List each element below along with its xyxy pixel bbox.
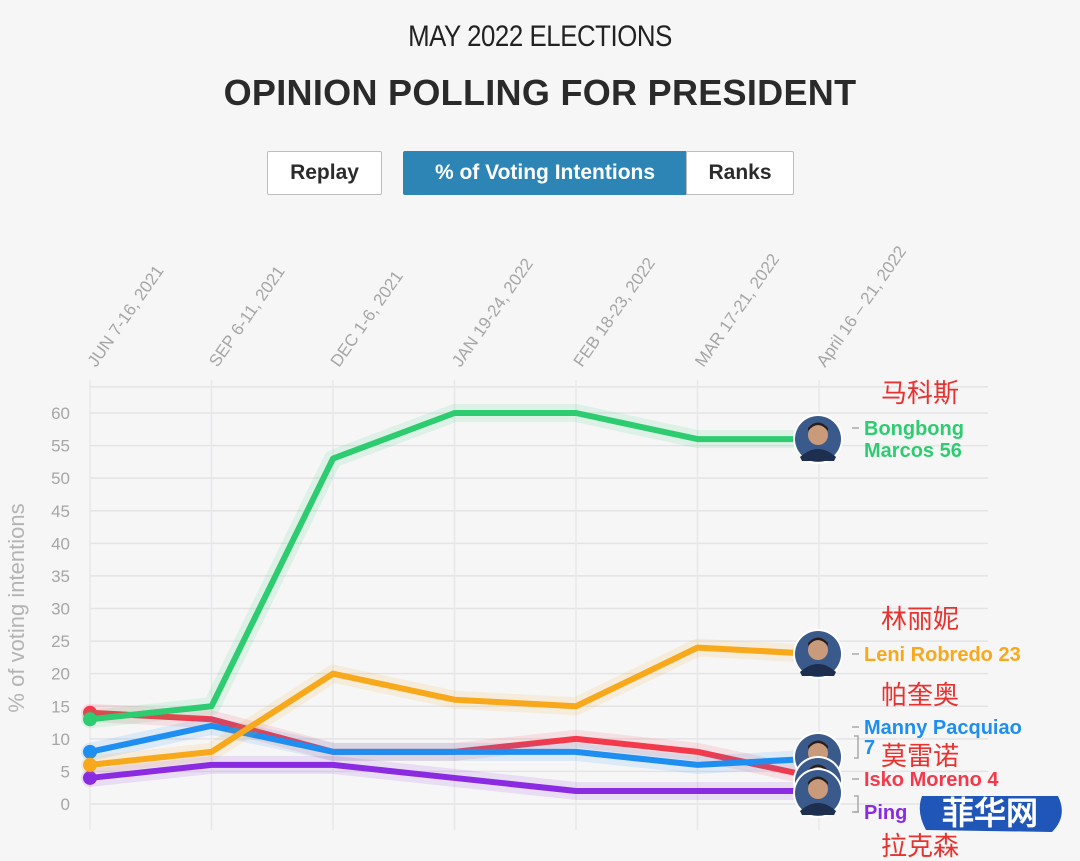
series-start-point	[83, 757, 97, 772]
y-tick-label: 55	[51, 437, 70, 456]
watermark-text: 菲华网	[942, 794, 1038, 832]
series-start-point	[83, 744, 97, 759]
candidate-cn-name: 莫雷诺	[881, 741, 959, 771]
label-bracket	[854, 795, 859, 813]
series-start-point	[83, 712, 97, 727]
y-tick-label: 20	[51, 665, 70, 684]
candidate-label: Isko Moreno 4	[864, 769, 999, 791]
series-line	[87, 644, 822, 768]
y-tick-label: 35	[51, 567, 70, 586]
candidate-label: 7	[864, 737, 875, 759]
watermark-logo: 菲华网	[919, 794, 1062, 832]
candidate-label: Bongbong	[864, 418, 964, 440]
series-lines	[81, 404, 828, 800]
y-tick-label: 0	[61, 795, 70, 814]
candidate-cn-name: 林丽妮	[881, 604, 959, 634]
y-tick-label: 40	[51, 534, 70, 553]
candidate-label: Marcos 56	[864, 440, 962, 462]
y-axis: 0 5 10 15 20 25 30 35 40 45 50 55 60	[51, 404, 70, 814]
series-line	[87, 761, 822, 794]
x-tick-label: DEC 1-6, 2021	[327, 267, 407, 370]
chart-title: OPINION POLLING FOR PRESIDENT	[223, 72, 857, 113]
series-line	[87, 722, 822, 768]
candidate-avatar	[793, 414, 843, 464]
voting-intentions-tab[interactable]: % of Voting Intentions	[403, 151, 687, 195]
candidate-label: Leni Robredo 23	[864, 644, 1021, 666]
x-tick-label: FEB 18-23, 2022	[570, 254, 659, 370]
candidate-cn-name: 帕奎奥	[881, 680, 959, 710]
x-tick-label: SEP 6-11, 2021	[205, 262, 289, 370]
replay-button[interactable]: Replay	[267, 151, 382, 195]
y-tick-label: 10	[51, 730, 70, 749]
series-line	[87, 410, 822, 723]
x-tick-label: JAN 19-24, 2022	[448, 255, 537, 370]
y-tick-label: 30	[51, 600, 70, 619]
label-bracket	[854, 735, 859, 759]
y-tick-label: 50	[51, 469, 70, 488]
series-start-point	[83, 770, 97, 785]
candidate-label: Manny Pacquiao	[864, 717, 1022, 739]
candidate-avatar	[793, 629, 843, 679]
candidate-cn-name: 马科斯	[881, 378, 959, 408]
x-tick-label: JUN 7-16, 2021	[84, 262, 168, 370]
candidate-avatar	[793, 768, 843, 818]
y-tick-label: 60	[51, 404, 70, 423]
x-axis: JUN 7-16, 2021 SEP 6-11, 2021 DEC 1-6, 202…	[84, 242, 910, 370]
chart-kicker: MAY 2022 ELECTIONS	[408, 20, 672, 53]
ranks-tab[interactable]: Ranks	[686, 151, 794, 195]
y-axis-title: % of voting intentions	[4, 503, 29, 712]
x-tick-label: MAR 17-21, 2022	[691, 250, 783, 370]
y-tick-label: 25	[51, 632, 70, 651]
candidate-label: Ping	[864, 802, 907, 824]
y-tick-label: 5	[61, 762, 70, 781]
candidate-cn-name: 拉克森	[881, 831, 959, 861]
x-tick-label: April 16 – 21, 2022	[813, 242, 910, 370]
y-tick-label: 15	[51, 697, 70, 716]
y-tick-label: 45	[51, 502, 70, 521]
